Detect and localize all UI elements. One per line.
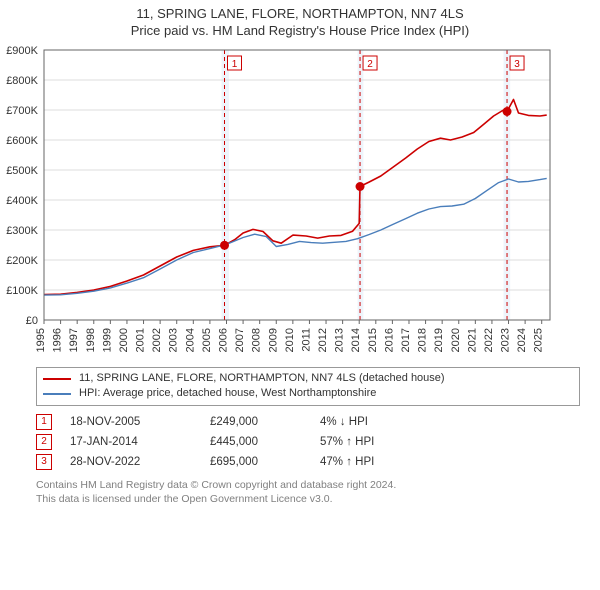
footer-line-2: This data is licensed under the Open Gov… [36, 492, 580, 506]
sale-badge: 2 [36, 434, 52, 450]
sale-price: £445,000 [210, 436, 320, 448]
svg-text:2015: 2015 [367, 328, 379, 352]
svg-text:2012: 2012 [317, 328, 329, 352]
svg-text:£800K: £800K [6, 75, 38, 87]
svg-text:2008: 2008 [251, 328, 263, 352]
sale-delta: 4% ↓ HPI [320, 416, 400, 428]
sale-badge: 3 [36, 454, 52, 470]
sale-date: 18-NOV-2005 [70, 416, 210, 428]
svg-text:2000: 2000 [118, 328, 130, 352]
svg-text:1999: 1999 [101, 328, 113, 352]
svg-text:2013: 2013 [334, 328, 346, 352]
legend: 11, SPRING LANE, FLORE, NORTHAMPTON, NN7… [36, 367, 580, 406]
svg-text:2024: 2024 [516, 328, 528, 352]
line-chart: £0 £100K £200K £300K £400K £500K £600K £700K £80… [0, 44, 560, 359]
svg-text:3: 3 [514, 59, 520, 70]
svg-text:2007: 2007 [234, 328, 246, 352]
svg-text:2009: 2009 [267, 328, 279, 352]
legend-item: HPI: Average price, detached house, West… [43, 386, 573, 401]
svg-text:1: 1 [232, 59, 238, 70]
sale-date: 17-JAN-2014 [70, 436, 210, 448]
svg-text:2006: 2006 [217, 328, 229, 352]
svg-text:2001: 2001 [135, 328, 147, 352]
svg-text:2025: 2025 [533, 328, 545, 352]
svg-text:2002: 2002 [151, 328, 163, 352]
legend-swatch [43, 393, 71, 395]
sales-table: 1 18-NOV-2005£249,0004% ↓ HPI 2 17-JAN-2014… [36, 412, 580, 472]
svg-text:2010: 2010 [284, 328, 296, 352]
svg-text:£700K: £700K [6, 105, 38, 117]
legend-label: HPI: Average price, detached house, West… [79, 386, 376, 401]
svg-text:2004: 2004 [184, 328, 196, 352]
legend-swatch [43, 378, 71, 380]
svg-text:£0: £0 [26, 315, 38, 327]
svg-text:2021: 2021 [466, 328, 478, 352]
svg-text:£900K: £900K [6, 45, 38, 57]
sale-delta: 57% ↑ HPI [320, 436, 400, 448]
sale-price: £695,000 [210, 456, 320, 468]
page: 11, SPRING LANE, FLORE, NORTHAMPTON, NN7… [0, 0, 600, 590]
svg-text:1995: 1995 [35, 328, 47, 352]
footer-line-1: Contains HM Land Registry data © Crown c… [36, 478, 580, 492]
svg-text:2: 2 [367, 59, 373, 70]
svg-text:2017: 2017 [400, 328, 412, 352]
svg-text:2014: 2014 [350, 328, 362, 352]
svg-text:£600K: £600K [6, 135, 38, 147]
legend-item: 11, SPRING LANE, FLORE, NORTHAMPTON, NN7… [43, 371, 573, 386]
svg-text:2005: 2005 [201, 328, 213, 352]
legend-label: 11, SPRING LANE, FLORE, NORTHAMPTON, NN7… [79, 371, 445, 386]
svg-text:2011: 2011 [300, 328, 312, 352]
chart-title: 11, SPRING LANE, FLORE, NORTHAMPTON, NN7… [0, 0, 600, 21]
svg-text:1998: 1998 [85, 328, 97, 352]
svg-text:2020: 2020 [450, 328, 462, 352]
sale-row: 3 28-NOV-2022£695,00047% ↑ HPI [36, 452, 580, 472]
svg-text:£100K: £100K [6, 285, 38, 297]
sale-row: 2 17-JAN-2014£445,00057% ↑ HPI [36, 432, 580, 452]
sale-row: 1 18-NOV-2005£249,0004% ↓ HPI [36, 412, 580, 432]
svg-text:£200K: £200K [6, 255, 38, 267]
svg-text:£400K: £400K [6, 195, 38, 207]
svg-text:2023: 2023 [500, 328, 512, 352]
svg-text:£300K: £300K [6, 225, 38, 237]
sale-badge: 1 [36, 414, 52, 430]
chart-subtitle: Price paid vs. HM Land Registry's House … [0, 21, 600, 44]
svg-text:2019: 2019 [433, 328, 445, 352]
svg-text:1997: 1997 [68, 328, 80, 352]
svg-text:2016: 2016 [383, 328, 395, 352]
svg-text:1996: 1996 [52, 328, 64, 352]
svg-text:£500K: £500K [6, 165, 38, 177]
attribution-footer: Contains HM Land Registry data © Crown c… [36, 478, 580, 506]
svg-text:2022: 2022 [483, 328, 495, 352]
svg-text:2018: 2018 [417, 328, 429, 352]
svg-text:2003: 2003 [168, 328, 180, 352]
sale-price: £249,000 [210, 416, 320, 428]
sale-date: 28-NOV-2022 [70, 456, 210, 468]
sale-delta: 47% ↑ HPI [320, 456, 400, 468]
